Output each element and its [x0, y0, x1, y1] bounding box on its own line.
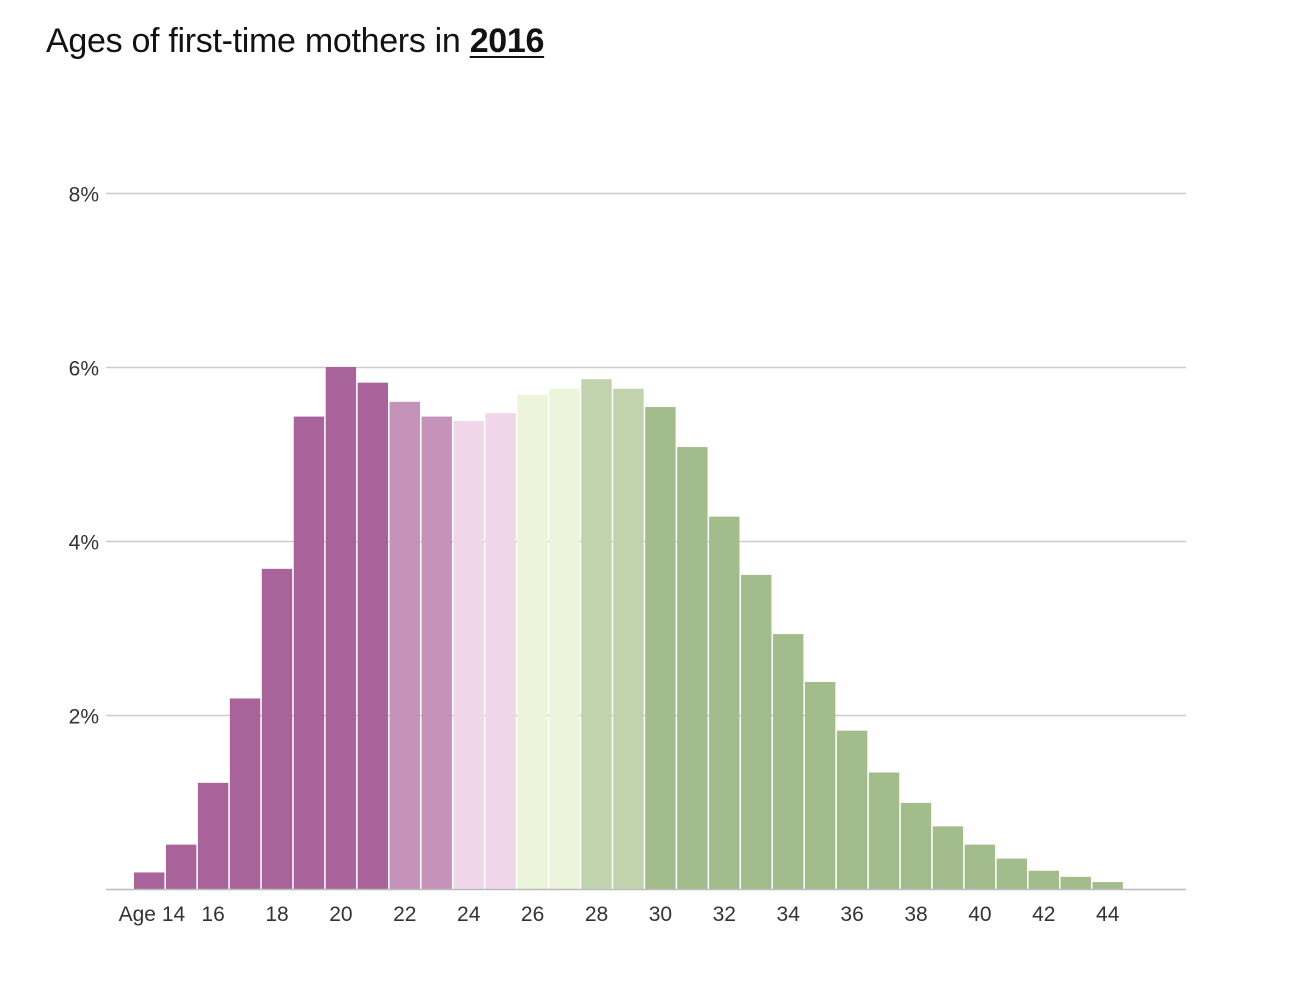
x-tick-label: 28: [585, 903, 608, 926]
bar-age-41[interactable]: [996, 858, 1028, 889]
y-tick-label: 8%: [69, 184, 99, 207]
chart-title-prefix: Ages of first-time mothers in: [46, 22, 461, 60]
bar-age-27[interactable]: [549, 388, 580, 889]
y-tick-label: 4%: [69, 532, 99, 555]
bar-age-39[interactable]: [932, 826, 964, 889]
bar-age-24[interactable]: [453, 420, 484, 889]
bar-age-42[interactable]: [1028, 870, 1059, 889]
x-tick-label: 34: [777, 903, 801, 926]
x-tick-label: 32: [713, 903, 736, 926]
bar-age-30[interactable]: [645, 407, 676, 889]
x-tick-label: 30: [649, 903, 672, 926]
bar-age-29[interactable]: [613, 388, 644, 889]
bar-age-40[interactable]: [964, 844, 996, 889]
bar-age-25[interactable]: [485, 413, 516, 889]
bar-age-16[interactable]: [197, 782, 229, 889]
y-axis-labels: 2% 4% 6% 8%: [69, 184, 99, 729]
bar-age-37[interactable]: [868, 772, 900, 889]
x-tick-label: 26: [521, 903, 544, 926]
bar-age-32[interactable]: [709, 516, 740, 889]
bar-age-26[interactable]: [517, 394, 548, 889]
x-tick-label: 22: [393, 903, 416, 926]
bar-age-15[interactable]: [165, 844, 197, 889]
y-tick-label: 2%: [69, 706, 99, 729]
x-tick-label: 44: [1096, 903, 1120, 926]
x-tick-label: 36: [840, 903, 863, 926]
x-tick-label: 20: [329, 903, 352, 926]
bar-age-33[interactable]: [741, 574, 772, 889]
bar-age-43[interactable]: [1060, 876, 1091, 889]
bars: [134, 367, 1123, 889]
bar-age-21[interactable]: [357, 382, 389, 889]
x-tick-label: 24: [457, 903, 481, 926]
bar-age-18[interactable]: [261, 568, 293, 889]
x-tick-label: 38: [904, 903, 927, 926]
bar-age-44[interactable]: [1092, 882, 1123, 889]
x-tick-label: 18: [265, 903, 288, 926]
bar-age-28[interactable]: [581, 379, 612, 889]
x-axis-labels: Age 14 16 18 20 22 24 26 28 30 32 34 36 38 40 42 44: [119, 903, 1120, 926]
x-tick-label: 16: [201, 903, 224, 926]
bar-age-34[interactable]: [773, 634, 804, 889]
bar-age-35[interactable]: [804, 681, 836, 889]
x-tick-label: 40: [968, 903, 991, 926]
bar-age-17[interactable]: [229, 698, 261, 889]
bar-age-22[interactable]: [389, 401, 420, 889]
bar-age-36[interactable]: [836, 730, 868, 889]
chart-title: Ages of first-time mothers in 2016: [46, 22, 544, 61]
y-tick-label: 6%: [69, 358, 99, 381]
bar-age-23[interactable]: [421, 416, 452, 889]
bar-age-20[interactable]: [325, 367, 357, 889]
chart-title-year[interactable]: 2016: [469, 22, 545, 60]
x-tick-label: 42: [1032, 903, 1055, 926]
x-tick-label: Age 14: [119, 903, 186, 926]
bar-age-14[interactable]: [134, 872, 165, 889]
bar-age-31[interactable]: [677, 447, 708, 889]
bar-age-38[interactable]: [900, 802, 932, 889]
bar-age-19[interactable]: [293, 416, 325, 889]
